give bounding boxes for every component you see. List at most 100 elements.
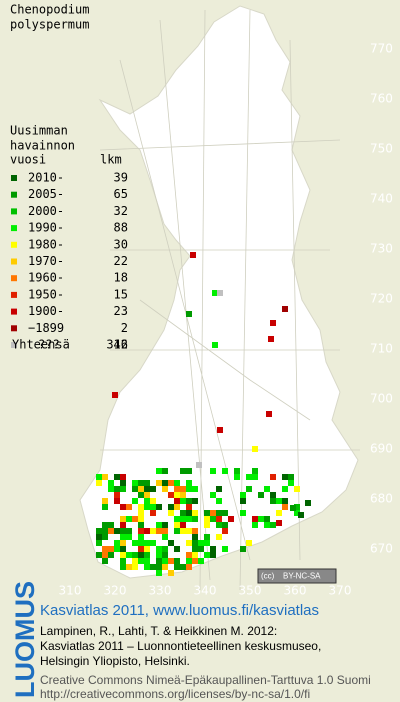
observation-square xyxy=(204,516,210,522)
observation-square xyxy=(138,516,144,522)
observation-square xyxy=(282,486,288,492)
observation-square xyxy=(186,311,192,317)
observation-square xyxy=(120,540,126,546)
observation-square xyxy=(216,486,222,492)
observation-square xyxy=(204,534,210,540)
observation-square xyxy=(196,462,202,468)
y-grid-label: 710 xyxy=(370,342,393,356)
legend-swatch xyxy=(11,325,17,332)
observation-square xyxy=(132,540,138,546)
observation-square xyxy=(156,558,162,564)
observation-square xyxy=(290,505,296,511)
observation-square xyxy=(186,564,192,570)
observation-square xyxy=(114,540,120,546)
observation-square xyxy=(240,498,246,504)
legend-label: 1900- xyxy=(28,304,64,318)
observation-square xyxy=(192,516,198,522)
observation-square xyxy=(96,534,102,540)
observation-square xyxy=(132,486,138,492)
observation-square xyxy=(120,486,126,492)
observation-square xyxy=(204,540,210,546)
observation-square xyxy=(282,474,288,480)
observation-square xyxy=(270,474,276,480)
observation-square xyxy=(112,392,118,398)
observation-square xyxy=(198,558,204,564)
observation-square xyxy=(150,498,156,504)
observation-square xyxy=(228,516,234,522)
legend-swatch xyxy=(11,191,17,198)
observation-square xyxy=(246,486,252,492)
observation-square xyxy=(174,492,180,498)
logo: LUOMUS xyxy=(10,581,40,698)
legend-swatch xyxy=(11,241,17,248)
observation-square xyxy=(108,480,114,486)
observation-square xyxy=(168,504,174,510)
observation-square xyxy=(180,510,186,516)
observation-square xyxy=(180,516,186,522)
grid-labels: 770 760 750 740 730 720 710 700 690 680 670 310 320 3… xyxy=(59,42,393,598)
observation-square xyxy=(252,446,258,452)
y-grid-label: 670 xyxy=(370,542,393,556)
legend-count: 30 xyxy=(114,237,128,251)
legend-total-label: Yhteensä xyxy=(12,338,70,352)
observation-square xyxy=(252,474,258,480)
species-title: Chenopodium xyxy=(10,3,89,17)
observation-square xyxy=(258,492,264,498)
observation-square xyxy=(246,540,252,546)
legend-label: 2005- xyxy=(28,187,64,201)
observation-square xyxy=(120,558,126,564)
observation-square xyxy=(186,498,192,504)
observation-square xyxy=(120,546,126,552)
observation-square xyxy=(180,564,186,570)
observation-square xyxy=(216,522,222,528)
x-grid-label: 310 xyxy=(59,584,82,598)
observation-square xyxy=(162,468,168,474)
legend-swatch xyxy=(11,291,17,298)
observation-square xyxy=(162,522,168,528)
observation-square xyxy=(150,528,156,534)
observation-square xyxy=(156,528,162,534)
observation-square xyxy=(138,510,144,516)
observation-square xyxy=(246,474,252,480)
observation-square xyxy=(180,498,186,504)
observation-square xyxy=(156,552,162,558)
license-url: http://creativecommons.org/licenses/by-n… xyxy=(40,687,310,701)
observation-square xyxy=(96,552,102,558)
x-grid-label: 370 xyxy=(329,584,352,598)
legend-swatch xyxy=(11,275,17,282)
observation-square xyxy=(144,486,150,492)
observation-square xyxy=(108,552,114,558)
observation-square xyxy=(258,516,264,522)
observation-square xyxy=(186,558,192,564)
observation-square xyxy=(192,498,198,504)
observation-square xyxy=(96,474,102,480)
observation-square xyxy=(210,468,216,474)
legend-label: 1970- xyxy=(28,254,64,268)
observation-square xyxy=(102,534,108,540)
observation-square xyxy=(102,528,108,534)
observation-square xyxy=(102,558,108,564)
observation-square xyxy=(150,486,156,492)
observation-square xyxy=(132,564,138,570)
y-grid-label: 690 xyxy=(370,442,393,456)
observation-square xyxy=(216,516,222,522)
observation-square xyxy=(276,510,282,516)
observation-square xyxy=(192,552,198,558)
observation-square xyxy=(282,498,288,504)
observation-square xyxy=(186,552,192,558)
observation-square xyxy=(144,546,150,552)
observation-square xyxy=(162,546,168,552)
observation-square xyxy=(282,504,288,510)
observation-square xyxy=(212,290,218,296)
observation-square xyxy=(138,558,144,564)
observation-square xyxy=(186,480,192,486)
observation-square xyxy=(138,480,144,486)
observation-square xyxy=(120,564,126,570)
observation-square xyxy=(266,411,272,417)
observation-square xyxy=(186,516,192,522)
observation-square xyxy=(120,474,126,480)
observation-square xyxy=(162,480,168,486)
observation-square xyxy=(138,492,144,498)
observation-square xyxy=(270,492,276,498)
legend-heading: Uusimman xyxy=(10,124,68,138)
